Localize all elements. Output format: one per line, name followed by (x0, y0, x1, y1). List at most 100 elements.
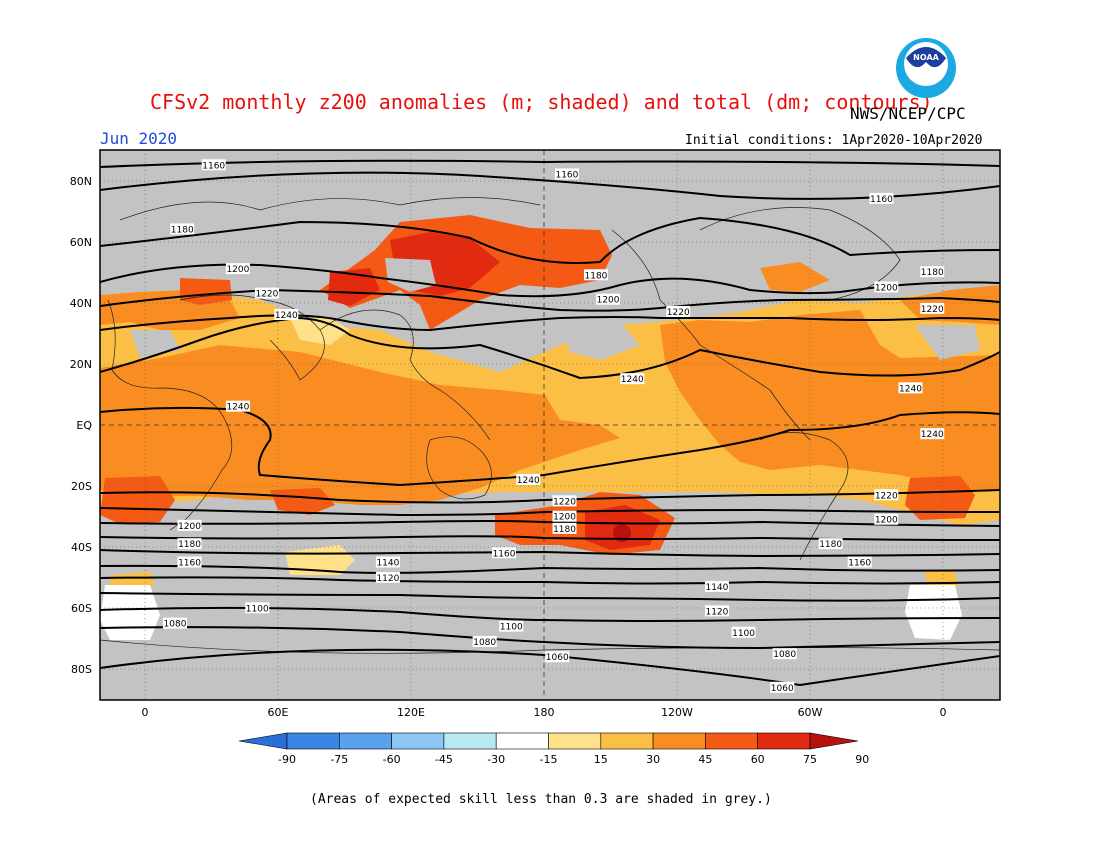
low-skill-hawaii (560, 322, 640, 360)
contour-label: 1140 (704, 580, 729, 593)
contour-label: 1220 (254, 287, 279, 300)
contour-label: 1180 (920, 266, 945, 278)
contour-label-text: 1180 (171, 225, 194, 235)
initial-conditions: Initial conditions: 1Apr2020-10Apr2020 (685, 133, 983, 148)
contour-label-text: 1160 (555, 170, 578, 180)
contour-label: 1060 (770, 681, 795, 694)
contour-label: 1180 (552, 522, 577, 535)
contour-label-text: 1220 (553, 497, 576, 507)
contour-label: 1160 (201, 159, 226, 171)
contour-label: 1160 (492, 547, 517, 559)
contour-label: 1200 (874, 513, 899, 526)
colorbar-label: 45 (698, 753, 712, 766)
colorbar-swatch (495, 732, 549, 750)
contour-label: 1240 (274, 309, 299, 321)
colorbar-swatch (757, 732, 811, 750)
contour-label: 1100 (731, 626, 756, 639)
contour-label-text: 1240 (275, 311, 298, 321)
colorbar-swatch (338, 732, 392, 750)
chart-title: CFSv2 monthly z200 anomalies (m; shaded)… (150, 90, 933, 114)
anomaly-45-60-atlantic (660, 310, 1000, 490)
contour-labels: 1160 1160 1160 1180 1180 1180 1200 1200 1200 1220… (163, 159, 945, 694)
colorbar-label: 15 (594, 753, 608, 766)
reference-lines (100, 150, 1000, 700)
contour-label-text: 1120 (705, 607, 728, 617)
colorbar-label: 75 (803, 753, 817, 766)
contour-label-text: 1200 (178, 522, 201, 532)
contour-label: 1240 (898, 382, 923, 394)
anomaly-45-60-north-america (760, 262, 830, 292)
contour-label-text: 1160 (848, 559, 871, 569)
contour-label-text: 1180 (178, 540, 201, 550)
contour-label: 1100 (245, 602, 270, 614)
colorbar-max-arrow (809, 732, 859, 750)
agency-label: NWS/NCEP/CPC (850, 104, 966, 123)
contour-label: 1120 (375, 571, 400, 584)
anomaly-max-center (613, 524, 631, 542)
colorbar-swatch (548, 732, 602, 750)
contour-label-text: 1160 (202, 161, 225, 171)
contour-label: 1180 (818, 538, 843, 550)
anomaly-near-zero-east (905, 585, 962, 640)
contour-label-text: 1160 (493, 549, 516, 559)
contour-label: 1080 (772, 648, 797, 660)
contour-label: 1160 (847, 556, 872, 569)
lat-label-80n: 80N (70, 175, 92, 188)
contour-label-text: 1200 (226, 265, 249, 275)
contour-label: 1240 (920, 428, 945, 440)
colorbar-label: 60 (751, 753, 765, 766)
contour-label-text: 1060 (771, 684, 794, 694)
lat-label-20n: 20N (70, 358, 92, 371)
low-skill-north-africa-east (915, 325, 980, 360)
contour-label-text: 1240 (517, 476, 540, 486)
contour-label: 1080 (472, 635, 497, 648)
anomaly-75-90-mongolia (328, 268, 380, 306)
lat-label-40s: 40S (71, 541, 92, 554)
contour-label-text: 1180 (921, 268, 944, 278)
contour-label: 1200 (177, 519, 202, 532)
contour-label: 1120 (704, 605, 729, 617)
colorbar-swatch (705, 732, 759, 750)
lon-label-0: 0 (142, 706, 149, 719)
lon-label-0-east: 0 (940, 706, 947, 719)
colorbar-swatch (600, 732, 654, 750)
colorbar-label: 90 (855, 753, 869, 766)
colorbar-label: -60 (383, 753, 401, 766)
anomaly-60-75-south-atlantic (100, 476, 175, 524)
contour-label: 1180 (583, 269, 608, 281)
contour-label-text: 1080 (773, 650, 796, 660)
contour-label: 1060 (545, 651, 570, 663)
noaa-logo-text: NOAA (913, 53, 939, 62)
contour-label-text: 1100 (732, 629, 755, 639)
anomaly-15-30-south-indian (285, 545, 355, 575)
lat-label-40n: 40N (70, 297, 92, 310)
lon-label-120e: 120E (397, 706, 425, 719)
anomaly-60-75-europe (180, 278, 232, 305)
contour-label: 1180 (170, 223, 195, 235)
map-frame (99, 149, 1001, 701)
contour-label: 1220 (666, 305, 691, 318)
lon-label-120w: 120W (661, 706, 693, 719)
longitude-axis: 0 60E 120E 180 120W 60W 0 (142, 706, 947, 719)
lat-label-eq: EQ (76, 419, 92, 432)
noaa-logo: NOAA (896, 38, 956, 98)
colorbar-label: 30 (646, 753, 660, 766)
contour-label: 1160 (869, 192, 894, 205)
lon-label-60e: 60E (268, 706, 289, 719)
contour-label-text: 1160 (870, 195, 893, 205)
contour-label: 1160 (177, 556, 202, 569)
contour-label: 1220 (920, 302, 945, 315)
colorbar-label: -90 (278, 753, 296, 766)
lat-label-60n: 60N (70, 236, 92, 249)
contour-label: 1200 (552, 510, 577, 523)
contour-label-text: 1060 (546, 653, 569, 663)
contour-label-text: 1080 (164, 620, 187, 630)
contour-label: 1220 (874, 489, 899, 501)
contour-label-text: 1180 (819, 540, 842, 550)
lon-label-60w: 60W (798, 706, 823, 719)
contour-label-text: 1240 (621, 375, 644, 385)
contour-label-text: 1240 (226, 403, 249, 413)
contour-label: 1200 (225, 263, 250, 275)
latitude-axis: 80N 60N 40N 20N EQ 20S 40S 60S 80S (70, 175, 93, 676)
